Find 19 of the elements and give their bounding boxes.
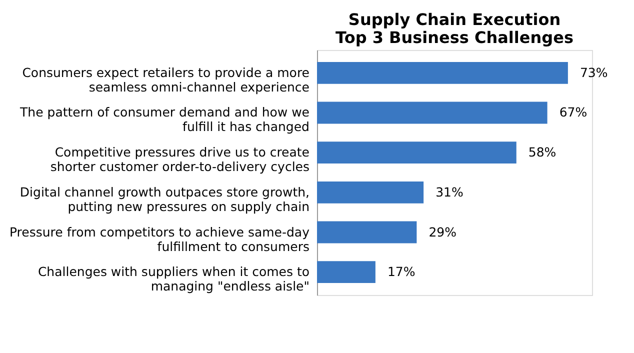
y-tick-label: Consumers expect retailers to provide a more seamless omni-channel experience [22,64,310,94]
bar [317,62,568,84]
chart-title: Supply Chain Execution Top 3 Business Challenges [336,10,574,47]
data-label: 73% [580,64,608,80]
data-label: 67% [559,104,588,120]
y-tick-label: Digital channel growth outpaces store growth, putting new pressures on supply chain [20,184,310,214]
bar [317,181,424,204]
y-tick-label: Pressure from competitors to achieve same-day fulfillment to consumers [9,224,310,254]
bar [317,142,516,164]
y-tick-label: The pattern of consumer demand and how we fulfill it has changed [19,104,310,134]
bar [317,102,548,124]
bar [317,221,417,244]
data-label: 31% [436,184,464,200]
y-tick-label: Competitive pressures drive us to create shorter customer order-to-delivery cycles [50,144,310,174]
bar [317,261,376,284]
data-label: 29% [428,224,457,240]
y-tick-label: Challenges with suppliers when it comes to managing "endless aisle" [38,264,310,294]
data-label: 17% [387,264,416,280]
data-label: 58% [528,144,556,160]
